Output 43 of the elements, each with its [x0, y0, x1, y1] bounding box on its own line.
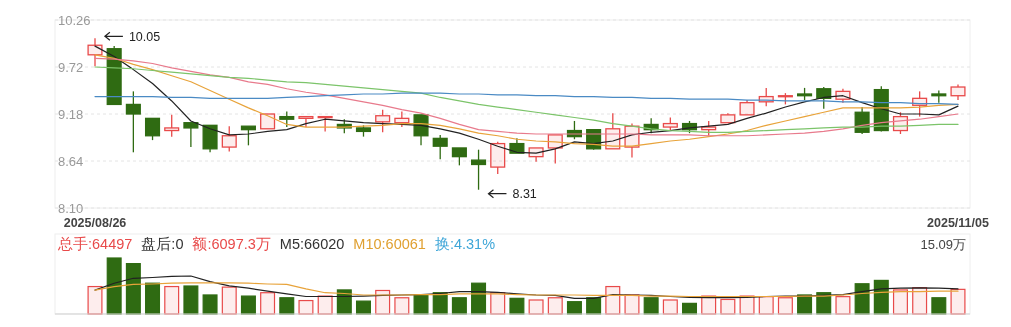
- text: 盘后:0: [141, 236, 184, 252]
- bar: [413, 294, 429, 315]
- bar: [777, 297, 793, 315]
- text: 额:6097.3万: [192, 236, 271, 252]
- bar: [662, 299, 678, 315]
- y-tick-label: 8.10: [58, 200, 84, 216]
- bar: [240, 295, 256, 315]
- bar: [164, 285, 180, 315]
- bar: [87, 285, 103, 315]
- annotation: 10.05: [128, 29, 161, 44]
- bar: [394, 297, 410, 315]
- text: 换:4.31%: [434, 236, 496, 252]
- x-tick-label: 2025/08/26: [63, 216, 127, 230]
- y-tick-label: 8.64: [58, 153, 84, 169]
- text: M10:60061: [353, 236, 426, 252]
- bar: [221, 286, 237, 315]
- bar: [528, 299, 544, 315]
- text: 总手:64497: [57, 236, 133, 252]
- bar: [547, 297, 563, 315]
- bar: [451, 297, 467, 315]
- text: 15.09万: [920, 237, 966, 252]
- bar: [298, 299, 314, 315]
- bar: [643, 297, 659, 315]
- bar: [892, 289, 908, 315]
- candlestick: [950, 83, 966, 101]
- bar: [624, 294, 640, 315]
- x-tick-label: 2025/11/05: [927, 216, 989, 230]
- bar: [355, 300, 371, 315]
- bar: [260, 292, 276, 315]
- y-tick-label: 9.72: [58, 59, 84, 75]
- bar: [566, 301, 582, 315]
- bar: [931, 297, 947, 315]
- bar: [202, 294, 218, 315]
- bar: [950, 288, 966, 315]
- bar: [279, 297, 295, 315]
- text: M5:66020: [279, 236, 345, 252]
- annotation: 8.31: [512, 187, 537, 202]
- bar: [183, 285, 199, 315]
- bar: [106, 257, 122, 315]
- y-tick-label: 9.18: [58, 106, 84, 122]
- bar: [125, 263, 141, 315]
- bar: [835, 296, 851, 315]
- y-tick-label: 10.26: [58, 12, 91, 28]
